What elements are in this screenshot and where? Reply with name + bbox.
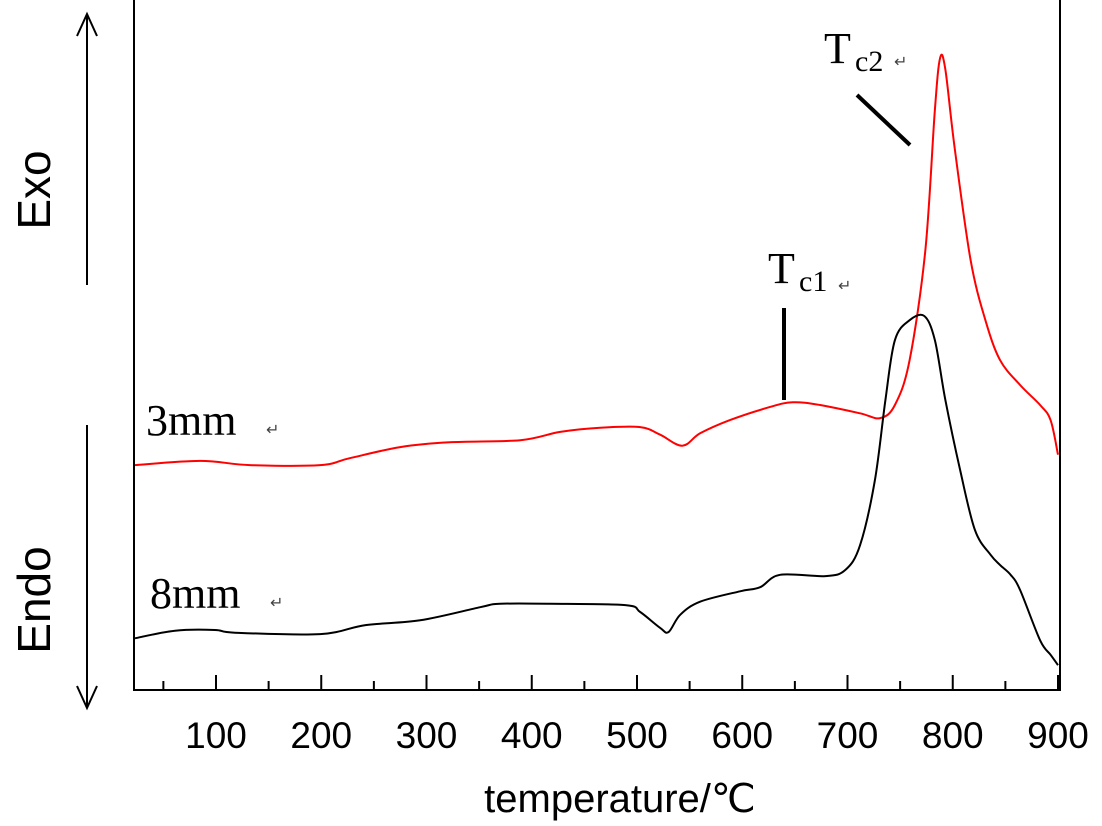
series-label-8mm: 8mm [150, 569, 240, 618]
x-tick-label: 900 [1027, 715, 1089, 756]
plot-frame [133, 0, 1061, 691]
x-tick-label: 200 [290, 715, 352, 756]
return-mark-3mm: ↵ [266, 420, 279, 439]
x-tick-label: 700 [817, 715, 879, 756]
series-label-3mm: 3mm [146, 396, 236, 445]
tc2-subscript: c2 [855, 45, 883, 78]
tc1-subscript: c1 [799, 265, 827, 298]
x-tick-label: 100 [185, 715, 247, 756]
exo-arrow-icon [76, 11, 98, 285]
x-tick-label: 400 [501, 715, 563, 756]
tc2-label: T [824, 24, 851, 73]
x-tick-label: 600 [711, 715, 773, 756]
endo-label: Endo [8, 546, 60, 653]
series-line-8mm [134, 313, 1059, 666]
x-tick-label: 300 [396, 715, 458, 756]
exo-label: Exo [8, 150, 60, 229]
x-axis-title: temperature/℃ [484, 777, 756, 821]
return-mark-8mm: ↵ [270, 593, 283, 612]
endo-arrow-icon [76, 425, 98, 711]
x-tick-label: 500 [606, 715, 668, 756]
series-line-3mm [134, 53, 1059, 467]
tc2-marker-line [855, 93, 912, 147]
tc1-return-mark: ↵ [838, 276, 851, 295]
x-tick-label: 800 [922, 715, 984, 756]
tc2-return-mark: ↵ [894, 52, 907, 71]
tc1-label: T [768, 244, 795, 293]
